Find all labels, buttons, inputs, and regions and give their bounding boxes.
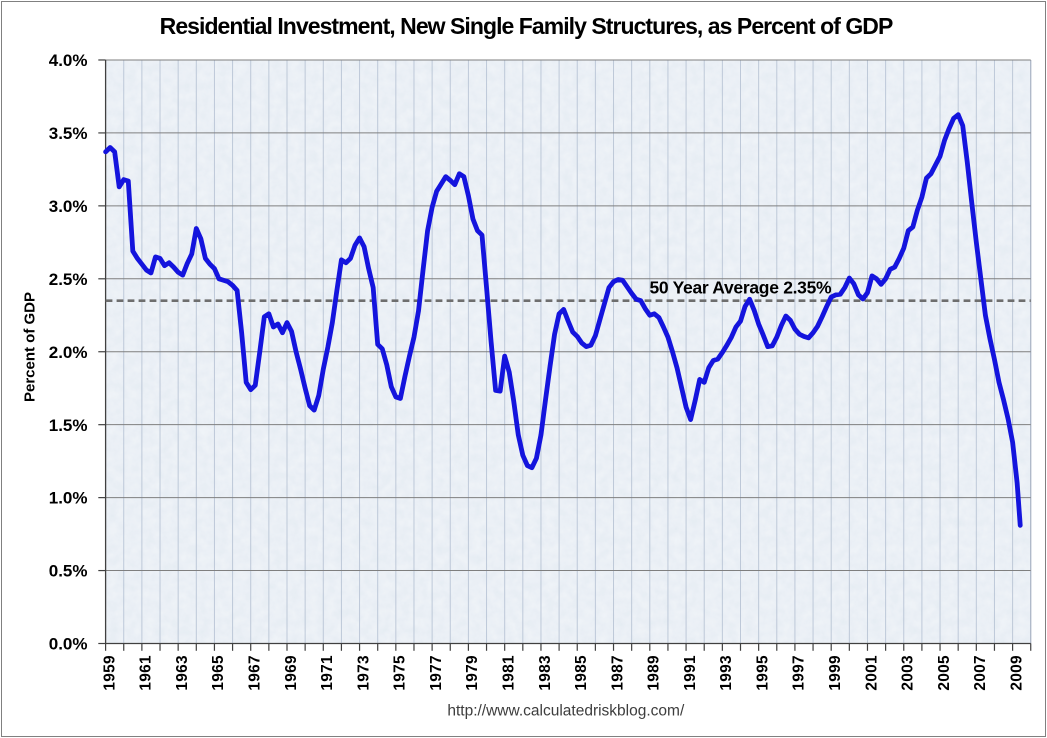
svg-text:1993: 1993 <box>718 655 735 691</box>
svg-text:1959: 1959 <box>101 655 118 691</box>
svg-text:1963: 1963 <box>174 655 191 691</box>
svg-text:1967: 1967 <box>247 655 264 690</box>
svg-text:2.5%: 2.5% <box>49 270 88 289</box>
svg-text:1975: 1975 <box>392 655 409 691</box>
svg-text:2005: 2005 <box>936 655 953 691</box>
svg-text:50 Year Average 2.35%: 50 Year Average 2.35% <box>650 277 833 297</box>
svg-text:1989: 1989 <box>646 655 663 691</box>
svg-text:1973: 1973 <box>355 655 372 691</box>
svg-text:1.0%: 1.0% <box>49 489 88 508</box>
svg-text:Percent of GDP: Percent of GDP <box>21 292 38 402</box>
svg-text:http://www.calculatedriskblog.: http://www.calculatedriskblog.com/ <box>447 703 685 720</box>
svg-text:1971: 1971 <box>319 655 336 691</box>
svg-text:1987: 1987 <box>609 655 626 690</box>
svg-text:1965: 1965 <box>210 655 227 691</box>
svg-text:1969: 1969 <box>283 655 300 691</box>
svg-text:3.0%: 3.0% <box>49 197 88 216</box>
svg-text:1997: 1997 <box>791 655 808 690</box>
svg-text:4.0%: 4.0% <box>49 51 88 70</box>
svg-text:Residential Investment, New Si: Residential Investment, New Single Famil… <box>160 13 893 39</box>
svg-text:1.5%: 1.5% <box>49 416 88 435</box>
svg-text:2007: 2007 <box>972 655 989 690</box>
svg-text:2001: 2001 <box>863 655 880 691</box>
svg-text:0.0%: 0.0% <box>49 635 88 654</box>
svg-text:1977: 1977 <box>428 655 445 690</box>
svg-text:1981: 1981 <box>501 655 518 691</box>
svg-text:2003: 2003 <box>900 655 917 691</box>
svg-text:2009: 2009 <box>1008 655 1025 691</box>
svg-text:1999: 1999 <box>827 655 844 691</box>
svg-text:1995: 1995 <box>754 655 771 691</box>
svg-text:1985: 1985 <box>573 655 590 691</box>
svg-text:1961: 1961 <box>138 655 155 691</box>
svg-text:0.5%: 0.5% <box>49 562 88 581</box>
svg-text:1983: 1983 <box>537 655 554 691</box>
svg-text:2.0%: 2.0% <box>49 343 88 362</box>
svg-text:1979: 1979 <box>464 655 481 691</box>
svg-text:1991: 1991 <box>682 655 699 691</box>
svg-text:3.5%: 3.5% <box>49 124 88 143</box>
